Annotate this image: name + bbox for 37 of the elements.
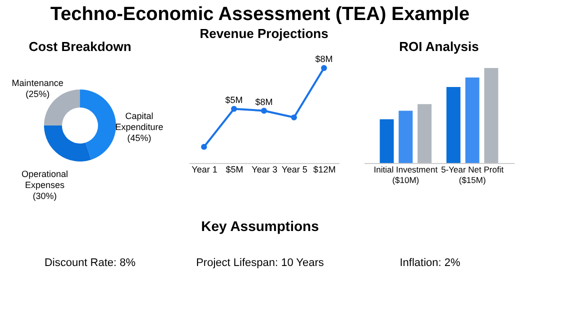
text: Discount Rate: 8% bbox=[44, 257, 136, 269]
x-tick-label: $5M bbox=[226, 164, 244, 174]
chart-title: Cost Breakdown bbox=[28, 39, 132, 54]
text: $5M bbox=[225, 94, 243, 105]
donut-slice bbox=[80, 90, 116, 160]
bar bbox=[398, 110, 413, 163]
point bbox=[231, 106, 237, 112]
slice-label: Maintenance bbox=[12, 78, 64, 88]
text: Techno-Economic Assessment (TEA) Example bbox=[50, 4, 470, 25]
bar bbox=[418, 104, 432, 163]
slice-label: Capital Expenditure bbox=[115, 111, 164, 132]
data-label: (30%) bbox=[32, 191, 57, 202]
text: Project Lifespan: 10 Years bbox=[196, 257, 324, 269]
x-tick-label: Year 3 bbox=[252, 164, 278, 174]
text: Key Assumptions bbox=[201, 218, 320, 234]
point bbox=[201, 144, 207, 150]
x-tick-label: Initial Investment ($10M) bbox=[374, 164, 438, 185]
bar bbox=[484, 68, 498, 163]
data-label: (45%) bbox=[127, 133, 152, 144]
chart-title: ROI Analysis bbox=[399, 39, 479, 54]
slice-label: Operational Expenses bbox=[21, 169, 68, 190]
text: Inflation: 2% bbox=[400, 257, 460, 269]
data-label: (25%) bbox=[26, 89, 50, 100]
text: $8M bbox=[315, 54, 333, 64]
bar bbox=[465, 78, 480, 163]
x-tick-label: Year 1 bbox=[192, 164, 218, 174]
point bbox=[291, 114, 297, 120]
text: $8M bbox=[255, 96, 273, 107]
x-tick-label: Year 5 bbox=[282, 164, 308, 174]
x-tick-label: $12M bbox=[313, 164, 336, 174]
point bbox=[261, 108, 267, 114]
donut-slice bbox=[44, 126, 92, 162]
point bbox=[321, 65, 327, 71]
bar bbox=[380, 119, 394, 163]
chart-title: Revenue Projections bbox=[200, 26, 328, 41]
x-tick-label: 5-Year Net Profit ($15M) bbox=[441, 164, 504, 185]
bar bbox=[446, 87, 460, 163]
